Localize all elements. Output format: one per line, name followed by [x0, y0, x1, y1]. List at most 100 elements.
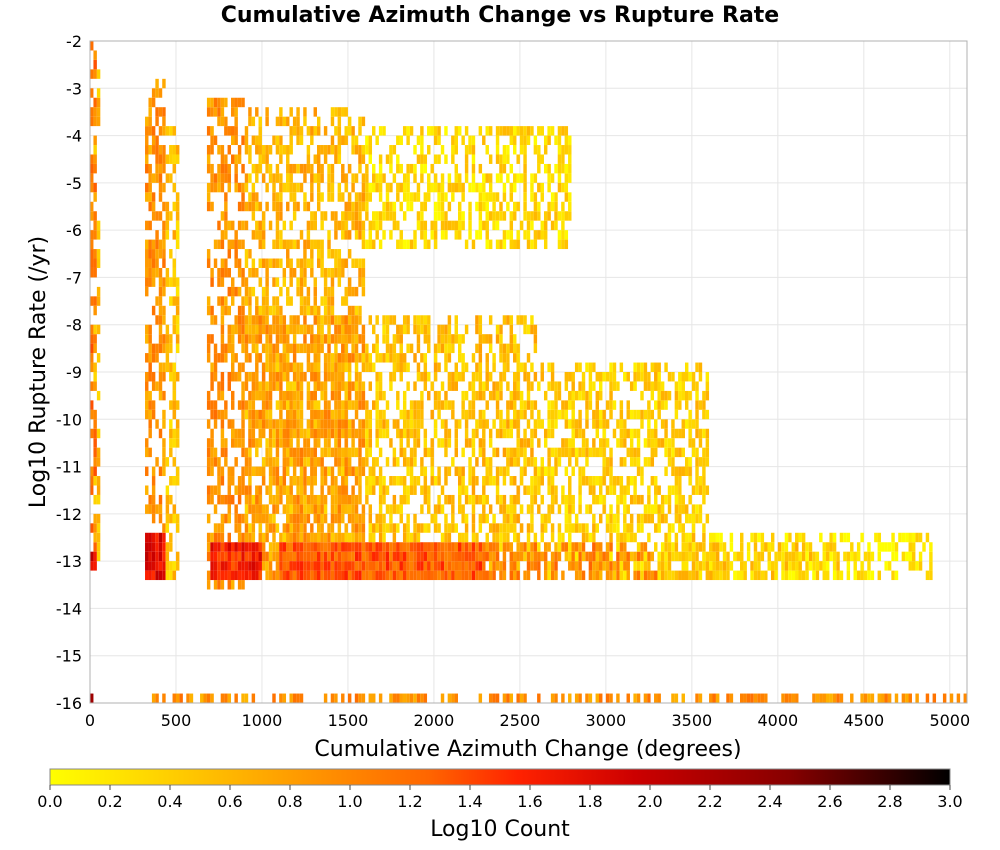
heatmap-cell [684, 466, 689, 477]
heatmap-cell [344, 476, 348, 486]
x-tick-label: 2000 [414, 711, 455, 730]
heatmap-cell [341, 447, 345, 458]
heatmap-cell [454, 362, 458, 372]
heatmap-cell [158, 372, 163, 382]
heatmap-cell [327, 343, 331, 354]
heatmap-cell [678, 513, 682, 524]
heatmap-cell [839, 532, 844, 543]
heatmap-cell [495, 409, 500, 420]
heatmap-cell [506, 381, 510, 391]
heatmap-cell [402, 532, 407, 543]
heatmap-cell [488, 476, 493, 486]
heatmap-cell [605, 457, 610, 467]
heatmap-cell [543, 513, 548, 524]
heatmap-cell [550, 381, 555, 391]
heatmap-cell [378, 220, 383, 231]
heatmap-cell [299, 324, 304, 335]
heatmap-cell [554, 494, 558, 505]
heatmap-cell [413, 324, 417, 335]
heatmap-cell [385, 542, 390, 552]
heatmap-cell [206, 97, 211, 108]
heatmap-cell [365, 353, 369, 363]
heatmap-cell [516, 532, 520, 543]
heatmap-cell [210, 277, 214, 287]
heatmap-cell [461, 570, 465, 581]
heatmap-cell [231, 419, 235, 429]
heatmap-cell [402, 239, 407, 250]
heatmap-cell [612, 561, 617, 571]
heatmap-cell [299, 485, 304, 495]
heatmap-cell [599, 438, 603, 448]
heatmap-cell [915, 532, 919, 543]
heatmap-cell [320, 504, 324, 514]
heatmap-cell [867, 561, 871, 571]
heatmap-cell [568, 693, 572, 703]
heatmap-cell [96, 107, 101, 117]
heatmap-cell [427, 523, 431, 533]
heatmap-cell [430, 409, 434, 420]
heatmap-cell [406, 192, 410, 202]
heatmap-cell [471, 163, 476, 174]
heatmap-cell [258, 466, 262, 477]
heatmap-cell [354, 390, 359, 401]
heatmap-cell [526, 372, 531, 382]
heatmap-cell [516, 315, 520, 325]
heatmap-cell [461, 447, 465, 458]
heatmap-cell [392, 447, 397, 458]
heatmap-cell [354, 693, 359, 703]
heatmap-cell [158, 542, 163, 552]
heatmap-cell [602, 466, 606, 477]
heatmap-cell [623, 504, 627, 514]
heatmap-cell [423, 353, 428, 363]
heatmap-cell [358, 258, 362, 268]
heatmap-cell [564, 230, 569, 240]
heatmap-cell [860, 532, 864, 543]
heatmap-cell [275, 305, 280, 316]
heatmap-cell [870, 570, 875, 581]
heatmap-cell [93, 107, 97, 117]
heatmap-cell [451, 504, 455, 514]
heatmap-cell [530, 362, 534, 372]
heatmap-cell [506, 145, 510, 155]
heatmap-cell [471, 154, 476, 164]
heatmap-cell [430, 476, 434, 486]
heatmap-cell [255, 173, 259, 183]
heatmap-cell [272, 428, 276, 439]
heatmap-cell [684, 561, 689, 571]
heatmap-cell [210, 409, 214, 420]
heatmap-cell [482, 419, 486, 429]
heatmap-cell [344, 542, 348, 552]
heatmap-cell [471, 485, 476, 495]
heatmap-cell [268, 561, 273, 571]
heatmap-cell [437, 504, 441, 514]
heatmap-cell [447, 551, 452, 562]
heatmap-cell [619, 494, 624, 505]
heatmap-cell [599, 390, 603, 401]
heatmap-cell [495, 551, 500, 562]
heatmap-cell [361, 532, 366, 543]
heatmap-cell [574, 570, 579, 581]
heatmap-cell [660, 561, 665, 571]
heatmap-cell [502, 211, 507, 221]
heatmap-cell [440, 419, 445, 429]
heatmap-cell [581, 381, 586, 391]
heatmap-cell [392, 343, 397, 354]
heatmap-cell [461, 192, 465, 202]
heatmap-cell [396, 239, 400, 250]
heatmap-cell [413, 447, 417, 458]
heatmap-cell [354, 400, 359, 410]
heatmap-cell [175, 286, 180, 297]
heatmap-cell [423, 561, 428, 571]
heatmap-cell [695, 504, 699, 514]
heatmap-cell [292, 381, 297, 391]
heatmap-cell [678, 485, 682, 495]
heatmap-cell [361, 400, 366, 410]
heatmap-cell [323, 390, 328, 401]
heatmap-cell [213, 135, 218, 146]
heatmap-cell [347, 513, 352, 524]
heatmap-cell [320, 267, 324, 278]
heatmap-cell [354, 201, 359, 212]
heatmap-cell [447, 220, 452, 231]
heatmap-cell [499, 353, 503, 363]
heatmap-cell [526, 400, 531, 410]
